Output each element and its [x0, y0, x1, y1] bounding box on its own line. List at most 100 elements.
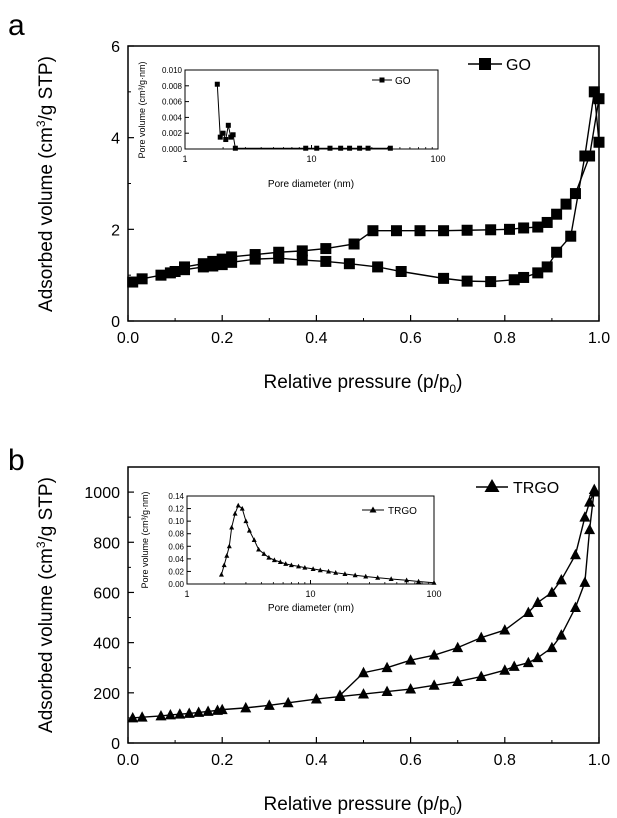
inset-data-point — [218, 571, 224, 577]
data-point-desorption — [518, 222, 530, 234]
inset-data-point — [225, 122, 231, 128]
data-point-desorption — [546, 586, 558, 597]
data-point-adsorption — [183, 707, 195, 718]
inset-data-point — [229, 524, 235, 530]
data-point-adsorption — [216, 703, 228, 715]
data-point-desorption — [273, 246, 285, 258]
inset-data-point — [314, 145, 320, 151]
inset-data-point — [261, 551, 267, 556]
inset-data-point — [352, 572, 358, 578]
data-point-desorption — [390, 225, 402, 237]
x-tick-label: 0.8 — [494, 752, 516, 769]
x-tick-label: 1.0 — [588, 330, 610, 347]
inset-x-label-a: Pore diameter (nm) — [268, 179, 354, 190]
inset-x-tick-label: 100 — [426, 589, 441, 599]
inset-data-point — [251, 537, 257, 543]
y-tick-label: 800 — [93, 535, 120, 552]
y-axis-label-a: Adsorbed volume (cm3/g STP) — [34, 56, 57, 312]
inset-y-tick-label: 0.000 — [162, 145, 183, 154]
data-point-desorption — [381, 661, 393, 673]
data-point-desorption — [541, 216, 553, 228]
inset-y-tick-label: 0.12 — [168, 505, 184, 514]
inset-y-tick-label: 0.006 — [162, 98, 183, 107]
x-tick-label: 0.0 — [117, 752, 139, 769]
data-point-desorption — [555, 573, 567, 585]
inset-y-tick-label: 0.02 — [168, 567, 184, 576]
data-point-desorption — [179, 261, 191, 273]
data-point-adsorption — [405, 683, 417, 694]
inset-data-point — [283, 561, 289, 566]
data-point-adsorption — [593, 136, 605, 148]
x-tick-label: 0.8 — [494, 330, 516, 347]
data-point-adsorption — [485, 276, 497, 288]
inset-legend-b: TRGO — [362, 506, 417, 517]
data-point-desorption — [532, 596, 544, 607]
y-tick-label: 2 — [111, 222, 120, 239]
data-point-adsorption — [499, 664, 511, 675]
data-point-adsorption — [164, 708, 176, 720]
y-tick-label: 0 — [111, 314, 120, 331]
inset-data-point — [226, 543, 232, 549]
inset-series-trgo — [218, 502, 437, 585]
data-point-adsorption — [532, 651, 544, 663]
panel-label-a: a — [8, 9, 25, 42]
data-point-adsorption — [136, 711, 148, 722]
data-point-adsorption — [193, 706, 205, 717]
inset-data-point — [221, 562, 227, 568]
data-point-adsorption — [310, 693, 322, 704]
data-point-desorption — [334, 689, 346, 700]
legend-b: TRGO — [476, 479, 559, 497]
inset-data-point — [365, 145, 371, 151]
data-point-desorption — [593, 93, 605, 105]
data-point-adsorption — [461, 275, 473, 287]
x-ticks-a: 0.0 0.2 0.4 0.6 0.8 1.0 — [117, 315, 610, 347]
data-point-desorption — [197, 258, 209, 270]
legend-marker-go — [479, 58, 491, 70]
inset-x-tick-label: 10 — [306, 154, 316, 164]
data-point-adsorption — [532, 267, 544, 279]
data-point-desorption — [579, 511, 591, 522]
data-point-adsorption — [320, 255, 332, 267]
data-point-desorption — [475, 631, 487, 643]
y-ticks-b: 0 200 400 600 800 1000 — [84, 485, 134, 753]
data-point-adsorption — [395, 266, 407, 277]
data-point-desorption — [226, 251, 238, 263]
inset-data-point — [271, 557, 277, 563]
data-point-adsorption — [569, 601, 581, 612]
data-point-desorption — [452, 641, 464, 653]
x-tick-label: 0.4 — [305, 330, 327, 347]
inset-data-point — [230, 132, 236, 138]
data-point-adsorption — [240, 701, 252, 713]
data-point-adsorption — [372, 261, 384, 273]
data-point-desorption — [216, 253, 228, 265]
inset-data-point — [357, 145, 363, 151]
inset-data-point — [266, 554, 272, 560]
inset-legend-marker-trgo — [369, 506, 377, 513]
data-point-adsorption — [273, 252, 285, 264]
x-ticks-b: 0.0 0.2 0.4 0.6 0.8 1.0 — [117, 737, 610, 769]
data-point-desorption — [504, 223, 516, 235]
data-point-adsorption — [584, 523, 596, 535]
y-tick-label: 200 — [93, 686, 120, 703]
data-point-adsorption — [381, 685, 393, 697]
legend-marker-trgo — [484, 479, 500, 492]
inset-y-tick-label: 0.002 — [162, 129, 183, 138]
inset-data-point — [232, 145, 238, 151]
data-point-desorption — [367, 225, 379, 237]
data-point-adsorption — [565, 230, 577, 242]
inset-y-tick-label: 0.06 — [168, 542, 184, 551]
data-point-adsorption — [358, 688, 369, 699]
inset-y-tick-label: 0.004 — [162, 113, 183, 122]
data-point-adsorption — [226, 256, 238, 268]
data-point-adsorption — [127, 711, 139, 723]
inset-data-point — [224, 553, 230, 558]
data-point-desorption — [348, 238, 360, 250]
inset-data-point — [317, 567, 323, 573]
inset-y-tick-label: 0.04 — [168, 555, 184, 564]
inset-y-ticks-b: 0.00 0.02 0.04 0.06 0.08 0.10 0.12 0.14 — [168, 492, 191, 589]
inset-data-point — [310, 566, 316, 571]
data-point-desorption — [532, 221, 544, 233]
inset-data-point — [246, 527, 252, 533]
inset-data-point — [302, 564, 308, 570]
